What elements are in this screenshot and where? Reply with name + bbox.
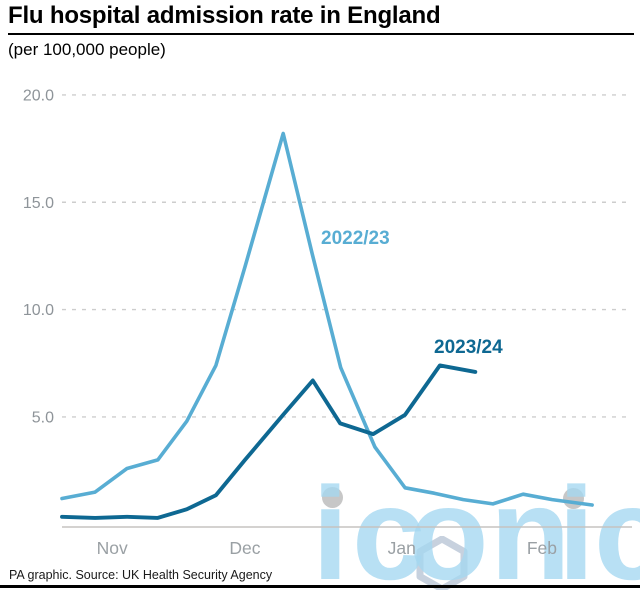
- series-lines: [60, 131, 594, 520]
- legend-2023-24: 2023/24: [434, 337, 503, 358]
- series-line-2023-24: [60, 363, 478, 520]
- chart-unit-subtitle: (per 100,000 people): [8, 40, 166, 59]
- y-tick-label: 5.0: [32, 409, 54, 426]
- y-tick-label: 10.0: [23, 302, 54, 319]
- source-note: PA graphic. Source: UK Health Security A…: [9, 568, 273, 582]
- x-tick-label-feb: Feb: [527, 538, 557, 558]
- legend-2022-23: 2022/23: [321, 228, 390, 249]
- x-tick-label-dec: Dec: [229, 538, 260, 558]
- x-axis-labels: Nov Dec Jan Feb: [97, 538, 557, 558]
- title-divider: [8, 33, 634, 35]
- y-tick-label: 20.0: [23, 87, 54, 104]
- flu-admissions-line-chart: 5.0 10.0 15.0 20.0 Nov Dec Jan Feb: [23, 87, 632, 558]
- series-line-2022-23: [60, 131, 594, 507]
- bottom-border: [0, 585, 640, 588]
- x-tick-label-nov: Nov: [97, 538, 128, 558]
- y-tick-label: 15.0: [23, 195, 54, 212]
- x-tick-label-jan: Jan: [388, 538, 416, 558]
- gridlines: [62, 94, 632, 418]
- y-axis-labels: 5.0 10.0 15.0 20.0: [23, 87, 54, 426]
- page-title: Flu hospital admission rate in England: [8, 2, 441, 29]
